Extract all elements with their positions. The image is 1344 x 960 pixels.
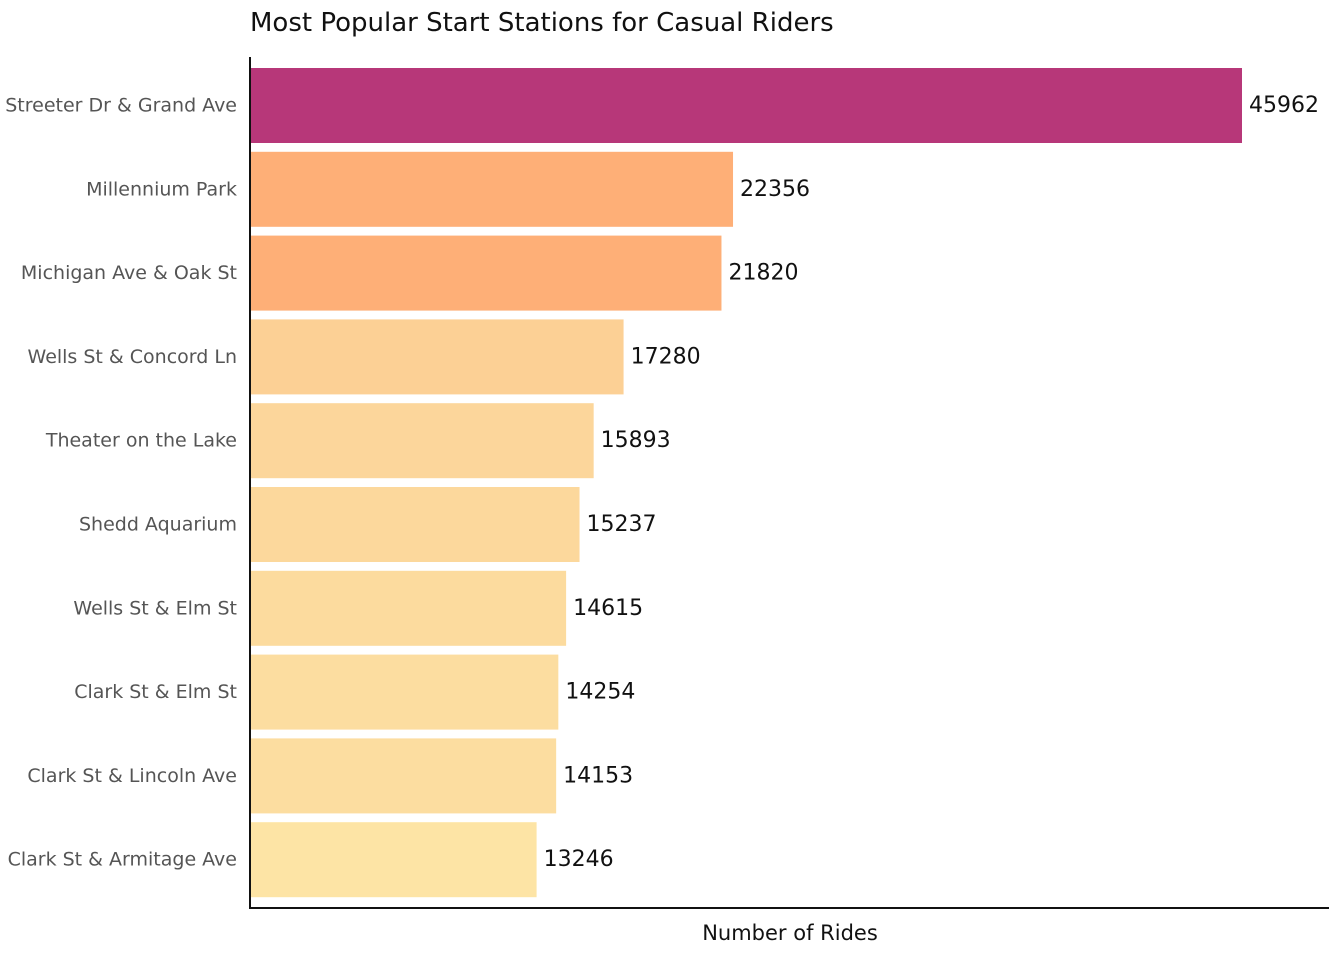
x-axis-title: Number of Rides <box>702 921 878 945</box>
bar-2 <box>251 235 722 311</box>
value-label-3: 17280 <box>631 344 701 369</box>
value-label-8: 14153 <box>563 763 633 788</box>
bar-4 <box>251 403 594 479</box>
value-label-2: 21820 <box>728 261 798 286</box>
bars-layer <box>251 68 1242 898</box>
category-label-1: Millennium Park <box>86 178 237 200</box>
category-label-8: Clark St & Lincoln Ave <box>27 765 237 787</box>
bar-6 <box>251 570 567 646</box>
chart-title: Most Popular Start Stations for Casual R… <box>250 8 834 38</box>
category-label-4: Theater on the Lake <box>45 430 237 452</box>
value-label-4: 15893 <box>601 428 671 453</box>
value-label-7: 14254 <box>565 680 635 705</box>
bar-8 <box>251 738 557 814</box>
value-label-0: 45962 <box>1249 93 1319 118</box>
category-label-7: Clark St & Elm St <box>74 681 237 703</box>
labels-layer: 45962 Streeter Dr & Grand Ave 22356 Millenn… <box>5 93 1319 872</box>
value-label-5: 15237 <box>587 512 657 537</box>
category-label-2: Michigan Ave & Oak St <box>21 262 237 284</box>
category-label-0: Streeter Dr & Grand Ave <box>5 95 237 117</box>
category-label-5: Shedd Aquarium <box>79 514 237 536</box>
category-label-3: Wells St & Concord Ln <box>28 346 237 368</box>
category-label-6: Wells St & Elm St <box>73 597 237 619</box>
bar-1 <box>251 151 734 227</box>
value-label-1: 22356 <box>740 177 810 202</box>
bar-5 <box>251 487 580 562</box>
bar-3 <box>251 319 624 395</box>
bar-9 <box>251 822 537 898</box>
value-label-9: 13246 <box>544 847 614 872</box>
bar-7 <box>251 654 559 730</box>
bar-0 <box>251 68 1242 143</box>
category-label-9: Clark St & Armitage Ave <box>8 849 237 871</box>
value-label-6: 14615 <box>573 596 643 621</box>
